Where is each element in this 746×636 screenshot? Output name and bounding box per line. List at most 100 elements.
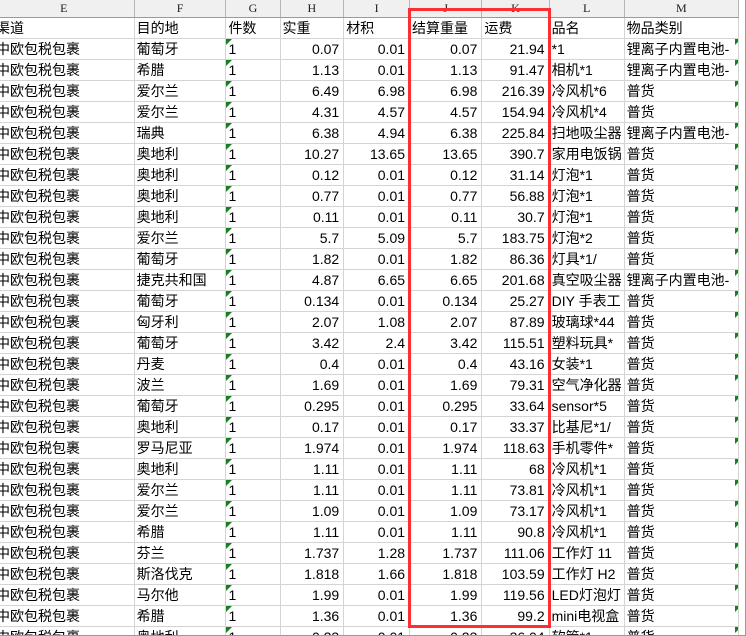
cell-l-7[interactable]: 灯泡*1 bbox=[549, 164, 625, 186]
cell-m-29[interactable]: 普货 bbox=[624, 626, 740, 635]
cell-f-15[interactable]: 葡萄牙 bbox=[134, 332, 227, 354]
cell-m-19[interactable]: 普货 bbox=[624, 416, 740, 438]
cell-h-26[interactable]: 1.818 bbox=[280, 563, 345, 585]
cell-m-4[interactable]: 普货 bbox=[624, 101, 740, 123]
cell-k-26[interactable]: 103.59 bbox=[481, 563, 550, 585]
cell-g-5[interactable]: 1 bbox=[225, 122, 281, 144]
cell-k-2[interactable]: 91.47 bbox=[481, 59, 550, 81]
cell-f-29[interactable]: 奥地利 bbox=[134, 626, 227, 635]
cell-m-16[interactable]: 普货 bbox=[624, 353, 740, 375]
cell-m-2[interactable]: 锂离子内置电池- bbox=[624, 59, 740, 81]
header-cell-k[interactable]: 运费 bbox=[481, 17, 550, 39]
header-cell-h[interactable]: 实重 bbox=[280, 17, 345, 39]
cell-e-25[interactable]: 中欧包税包裹 bbox=[0, 542, 135, 564]
cell-f-28[interactable]: 希腊 bbox=[134, 605, 227, 627]
cell-i-24[interactable]: 0.01 bbox=[343, 521, 411, 543]
table-row[interactable]: 中欧包税包裹 奥地利 1 0.11 0.01 0.11 30.7 灯泡*1 普货 bbox=[0, 206, 740, 228]
cell-i-27[interactable]: 0.01 bbox=[343, 584, 411, 606]
cell-k-10[interactable]: 183.75 bbox=[481, 227, 550, 249]
cell-i-28[interactable]: 0.01 bbox=[343, 605, 411, 627]
cell-m-3[interactable]: 普货 bbox=[624, 80, 740, 102]
cell-l-15[interactable]: 塑料玩具* bbox=[549, 332, 625, 354]
cell-i-5[interactable]: 4.94 bbox=[343, 122, 411, 144]
cell-g-19[interactable]: 1 bbox=[225, 416, 281, 438]
cell-j-9[interactable]: 0.11 bbox=[409, 206, 483, 228]
header-cell-m[interactable]: 物品类别 bbox=[624, 17, 740, 39]
cell-h-25[interactable]: 1.737 bbox=[280, 542, 345, 564]
cell-k-22[interactable]: 73.81 bbox=[481, 479, 550, 501]
cell-m-27[interactable]: 普货 bbox=[624, 584, 740, 606]
cell-e-7[interactable]: 中欧包税包裹 bbox=[0, 164, 135, 186]
cell-i-16[interactable]: 0.01 bbox=[343, 353, 411, 375]
cell-j-12[interactable]: 6.65 bbox=[409, 269, 483, 291]
cell-f-26[interactable]: 斯洛伐克 bbox=[134, 563, 227, 585]
cell-i-12[interactable]: 6.65 bbox=[343, 269, 411, 291]
cell-k-9[interactable]: 30.7 bbox=[481, 206, 550, 228]
header-cell-j[interactable]: 结算重量 bbox=[409, 17, 483, 39]
cell-j-29[interactable]: 0.23 bbox=[409, 626, 483, 635]
cell-i-2[interactable]: 0.01 bbox=[343, 59, 411, 81]
cell-j-8[interactable]: 0.77 bbox=[409, 185, 483, 207]
cell-h-2[interactable]: 1.13 bbox=[280, 59, 345, 81]
cell-m-11[interactable]: 普货 bbox=[624, 248, 740, 270]
cell-e-29[interactable]: 中欧包税包裹 bbox=[0, 626, 135, 635]
cell-e-20[interactable]: 中欧包税包裹 bbox=[0, 437, 135, 459]
cell-j-24[interactable]: 1.11 bbox=[409, 521, 483, 543]
cell-k-5[interactable]: 225.84 bbox=[481, 122, 550, 144]
cell-h-27[interactable]: 1.99 bbox=[280, 584, 345, 606]
cell-f-6[interactable]: 奥地利 bbox=[134, 143, 227, 165]
table-row[interactable]: 中欧包税包裹 捷克共和国 1 4.87 6.65 6.65 201.68 真空吸尘器 锂离子内置… bbox=[0, 269, 740, 291]
cell-k-1[interactable]: 21.94 bbox=[481, 38, 550, 60]
table-row[interactable]: 中欧包税包裹 芬兰 1 1.737 1.28 1.737 111.06 工作灯 11 普货 bbox=[0, 542, 740, 564]
cell-e-3[interactable]: 中欧包税包裹 bbox=[0, 80, 135, 102]
cell-m-26[interactable]: 普货 bbox=[624, 563, 740, 585]
cell-f-27[interactable]: 马尔他 bbox=[134, 584, 227, 606]
cell-g-14[interactable]: 1 bbox=[225, 311, 281, 333]
table-row[interactable]: 中欧包税包裹 斯洛伐克 1 1.818 1.66 1.818 103.59 工作灯 H2 普货 bbox=[0, 563, 740, 585]
cell-f-3[interactable]: 爱尔兰 bbox=[134, 80, 227, 102]
cell-h-20[interactable]: 1.974 bbox=[280, 437, 345, 459]
cell-f-16[interactable]: 丹麦 bbox=[134, 353, 227, 375]
cell-l-9[interactable]: 灯泡*1 bbox=[549, 206, 625, 228]
cell-k-19[interactable]: 33.37 bbox=[481, 416, 550, 438]
cell-k-25[interactable]: 111.06 bbox=[481, 542, 550, 564]
cell-l-2[interactable]: 相机*1 bbox=[549, 59, 625, 81]
cell-k-28[interactable]: 99.2 bbox=[481, 605, 550, 627]
cell-k-12[interactable]: 201.68 bbox=[481, 269, 550, 291]
column-letter-j[interactable]: J bbox=[409, 0, 483, 18]
cell-k-21[interactable]: 68 bbox=[481, 458, 550, 480]
cell-i-10[interactable]: 5.09 bbox=[343, 227, 411, 249]
cell-e-5[interactable]: 中欧包税包裹 bbox=[0, 122, 135, 144]
table-row[interactable]: 中欧包税包裹 奥地利 1 0.17 0.01 0.17 33.37 比基尼*1/普货 bbox=[0, 416, 740, 438]
cell-e-2[interactable]: 中欧包税包裹 bbox=[0, 59, 135, 81]
cell-g-2[interactable]: 1 bbox=[225, 59, 281, 81]
table-row[interactable]: 中欧包税包裹 希腊 1 1.13 0.01 1.13 91.47 相机*1 锂离子内置电池- bbox=[0, 59, 740, 81]
cell-j-17[interactable]: 1.69 bbox=[409, 374, 483, 396]
table-row[interactable]: 中欧包税包裹 爱尔兰 1 5.7 5.09 5.7 183.75 灯泡*2 普货 bbox=[0, 227, 740, 249]
cell-l-5[interactable]: 扫地吸尘器 bbox=[549, 122, 625, 144]
cell-l-26[interactable]: 工作灯 H2 bbox=[549, 563, 625, 585]
cell-l-3[interactable]: 冷风机*6 bbox=[549, 80, 625, 102]
cell-e-17[interactable]: 中欧包税包裹 bbox=[0, 374, 135, 396]
cell-h-8[interactable]: 0.77 bbox=[280, 185, 345, 207]
table-row[interactable]: 中欧包税包裹 波兰 1 1.69 0.01 1.69 79.31 空气净化器 普货 bbox=[0, 374, 740, 396]
cell-h-7[interactable]: 0.12 bbox=[280, 164, 345, 186]
cell-f-1[interactable]: 葡萄牙 bbox=[134, 38, 227, 60]
cell-f-22[interactable]: 爱尔兰 bbox=[134, 479, 227, 501]
cell-h-18[interactable]: 0.295 bbox=[280, 395, 345, 417]
cell-k-18[interactable]: 33.64 bbox=[481, 395, 550, 417]
cell-e-26[interactable]: 中欧包税包裹 bbox=[0, 563, 135, 585]
header-label-row[interactable]: 渠道目的地件数实重材积结算重量运费品名物品类别 bbox=[0, 17, 740, 39]
cell-m-5[interactable]: 锂离子内置电池- bbox=[624, 122, 740, 144]
cell-h-24[interactable]: 1.11 bbox=[280, 521, 345, 543]
header-cell-i[interactable]: 材积 bbox=[343, 17, 411, 39]
cell-g-7[interactable]: 1 bbox=[225, 164, 281, 186]
header-cell-l[interactable]: 品名 bbox=[549, 17, 625, 39]
cell-h-16[interactable]: 0.4 bbox=[280, 353, 345, 375]
column-letter-m[interactable]: M bbox=[624, 0, 740, 18]
cell-f-12[interactable]: 捷克共和国 bbox=[134, 269, 227, 291]
column-letter-g[interactable]: G bbox=[225, 0, 281, 18]
cell-h-6[interactable]: 10.27 bbox=[280, 143, 345, 165]
table-row[interactable]: 中欧包税包裹 葡萄牙 1 3.42 2.4 3.42 115.51 塑料玩具* 普货 bbox=[0, 332, 740, 354]
